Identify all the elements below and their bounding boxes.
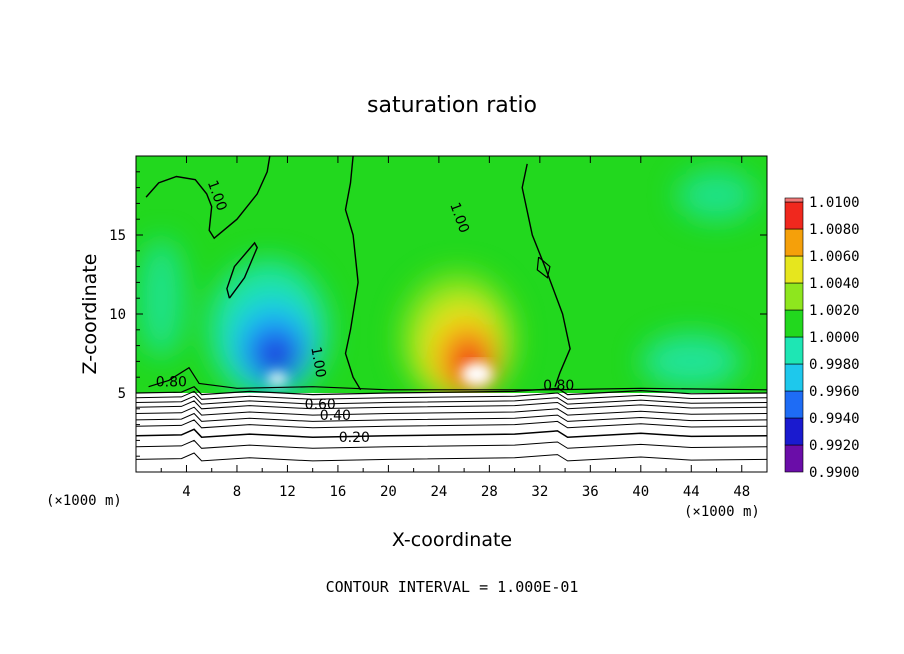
x-tick-label: 36 [582, 484, 599, 500]
colorbar-tick-label: 0.9920 [809, 438, 860, 454]
colorbar-tick-label: 1.0080 [809, 222, 860, 238]
colorbar-tick-label: 1.0000 [809, 330, 860, 346]
contour-label: 1.00 [307, 346, 328, 379]
contour-lower-9 [136, 452, 767, 462]
colorbar-swatch [784, 444, 804, 473]
contour-lower-4 [136, 406, 767, 416]
contour-lower-0 [136, 385, 767, 396]
x-tick-label: 32 [531, 484, 548, 500]
contour-interval-note: CONTOUR INTERVAL = 1.000E-01 [326, 578, 579, 596]
x-tick-label: 20 [380, 484, 397, 500]
lower-layer [136, 393, 767, 472]
contour-lower-1 [136, 390, 767, 400]
x-axis-label: X-coordinate [392, 529, 512, 551]
contour-label: 0.40 [320, 408, 351, 424]
x-axis-unit-label: (×1000 m) [684, 504, 760, 520]
contour-1-00-left [145, 156, 271, 240]
contour-0-90 [148, 366, 767, 391]
colorbar: 0.9900 0.9920 0.9940 0.9960 0.9980 1.0000 1.00… [784, 195, 860, 481]
contour-lower-7 [136, 428, 767, 438]
x-tick-label: 40 [632, 484, 649, 500]
y-axis-ticks: 5 10 15 [109, 171, 767, 457]
contour-lower-2 [136, 395, 767, 405]
upper-right-patch [676, 169, 757, 222]
contour-1-00-loop [226, 241, 258, 299]
colorbar-swatch [784, 255, 804, 284]
y-tick-label: 15 [109, 228, 126, 244]
x-tick-label: 48 [733, 484, 750, 500]
x-tick-label: 8 [233, 484, 241, 500]
colorbar-swatch [784, 336, 804, 365]
colorbar-tick-label: 0.9900 [809, 465, 860, 481]
colorbar-swatch [784, 201, 804, 230]
colorbar-tick-label: 1.0040 [809, 276, 860, 292]
contour-lower-6 [136, 419, 767, 429]
dry-band-darkblue [259, 342, 296, 375]
y-axis-label: Z-coordinate [79, 254, 101, 375]
colorbar-swatch [784, 228, 804, 257]
left-edge-patch [137, 238, 186, 359]
colorbar-tick-label: 1.0020 [809, 303, 860, 319]
contour-1-00-right [521, 163, 571, 387]
colorbar-tick-label: 0.9980 [809, 357, 860, 373]
saturation-field [136, 156, 767, 472]
colorbar-swatch [784, 282, 804, 311]
x-axis-ticks: 4 8 12 16 20 24 28 32 36 40 44 48 [160, 156, 750, 500]
x-tick-label: 28 [481, 484, 498, 500]
contour-lower-5 [136, 412, 767, 422]
contour-label: 0.80 [543, 378, 574, 394]
colorbar-tick-label: 0.9940 [809, 411, 860, 427]
contour-1-00-mid [344, 156, 362, 391]
field-cores [267, 362, 493, 387]
contour-lower-8 [136, 439, 767, 449]
x-tick-label: 44 [683, 484, 700, 500]
colorbar-tick-label: 1.0100 [809, 195, 860, 211]
contour-lower-3 [136, 400, 767, 410]
colorbar-swatch [784, 309, 804, 338]
x-tick-label: 16 [329, 484, 346, 500]
x-tick-label: 24 [430, 484, 447, 500]
contour-lines [136, 156, 767, 462]
chart-title: saturation ratio [367, 93, 537, 118]
contour-1-00-small-loop [536, 256, 551, 279]
contour-label: 0.20 [339, 430, 370, 446]
y-tick-label: 10 [109, 307, 126, 323]
colorbar-cap [784, 197, 804, 203]
right-dry-patch [641, 333, 742, 390]
colorbar-swatch [784, 363, 804, 392]
x-tick-label: 4 [182, 484, 190, 500]
contour-label: 0.60 [305, 397, 336, 413]
colorbar-swatch [784, 417, 804, 446]
y-tick-label: 5 [118, 386, 126, 402]
colorbar-swatch [784, 390, 804, 419]
contour-label: 0.80 [156, 375, 187, 391]
x-tick-label: 12 [279, 484, 296, 500]
dry-core [267, 372, 288, 385]
colorbar-tick-label: 1.0060 [809, 249, 860, 265]
colorbar-tick-label: 0.9960 [809, 384, 860, 400]
x-origin-unit-label: (×1000 m) [46, 493, 122, 509]
moist-core [460, 362, 493, 387]
